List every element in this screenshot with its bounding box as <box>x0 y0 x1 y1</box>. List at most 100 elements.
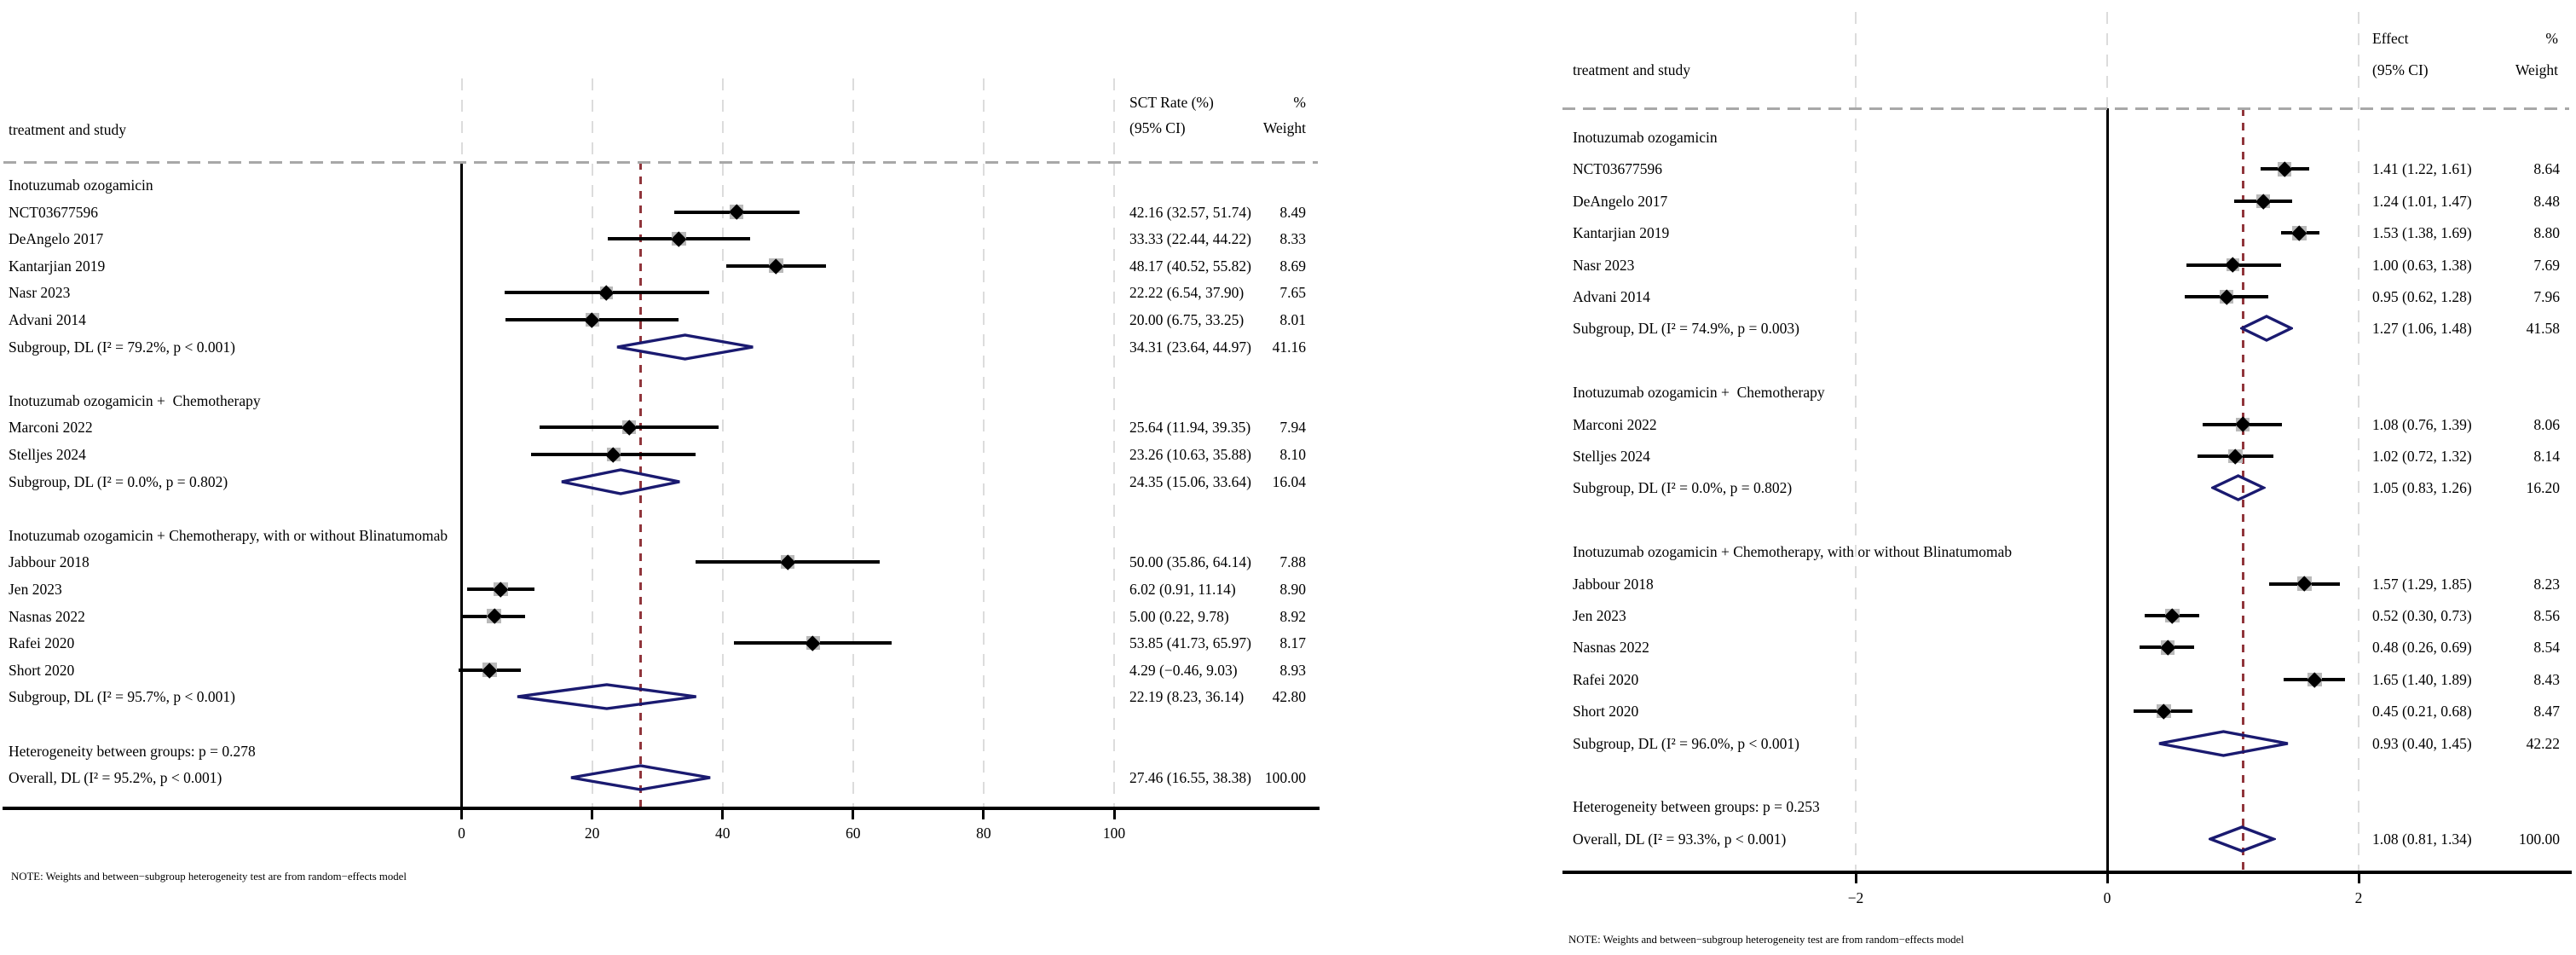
effect-column-header-line1: SCT Rate (%) <box>1129 94 1214 111</box>
study-label: Stelljes 2024 <box>9 446 86 463</box>
ci-value: 33.33 (22.44, 44.22) <box>1129 230 1251 248</box>
axis-tick-label: 40 <box>714 825 731 842</box>
ci-value: 1.65 (1.40, 1.89) <box>2372 670 2472 688</box>
ci-value: 0.52 (0.30, 0.73) <box>2372 607 2472 624</box>
ci-value: 1.53 (1.38, 1.69) <box>2372 224 2472 242</box>
ci-value: 22.22 (6.54, 37.90) <box>1129 284 1245 302</box>
ci-value: 25.64 (11.94, 39.35) <box>1129 419 1251 437</box>
study-label: NCT03677596 <box>9 203 98 221</box>
pooled-diamond <box>2209 474 2267 502</box>
axis-tick <box>721 808 725 819</box>
subgroup-label: Subgroup, DL (I² = 74.9%, p = 0.003) <box>1573 320 1799 338</box>
ci-value: 1.08 (0.76, 1.39) <box>2372 415 2472 433</box>
heterogeneity-label: Heterogeneity between groups: p = 0.253 <box>1573 798 1820 816</box>
group-label: Inotuzumab ozogamicin <box>1573 129 1718 146</box>
header-divider <box>1562 107 2569 110</box>
pooled-diamond <box>615 333 754 361</box>
effect-column-header-line2: (95% CI) <box>2372 61 2429 78</box>
study-label: Nasr 2023 <box>9 284 71 302</box>
ci-value: 0.93 (0.40, 1.45) <box>2372 734 2472 752</box>
study-label: Jabbour 2018 <box>9 553 90 571</box>
gridline <box>1113 78 1115 808</box>
axis-tick <box>982 808 985 819</box>
weight-column-header-line1: % <box>2545 30 2558 47</box>
pooled-diamond <box>560 467 681 495</box>
group-label: Inotuzumab ozogamicin + Chemotherapy, wi… <box>9 526 448 544</box>
study-label: Rafei 2020 <box>1573 670 1639 688</box>
ci-value: 50.00 (35.86, 64.14) <box>1129 553 1251 571</box>
ci-value: 1.24 (1.01, 1.47) <box>2372 192 2472 210</box>
pooled-diamond <box>569 764 712 791</box>
weight-value: 8.93 <box>1279 661 1306 679</box>
study-label: Kantarjian 2019 <box>1573 224 1670 242</box>
x-axis-line <box>3 807 1320 810</box>
ci-value: 1.41 (1.22, 1.61) <box>2372 160 2472 178</box>
effect-column-header-line1: Effect <box>2372 30 2409 47</box>
weight-value: 42.80 <box>1272 688 1306 706</box>
weight-value: 8.64 <box>2533 160 2560 178</box>
ci-value: 23.26 (10.63, 35.88) <box>1129 446 1251 463</box>
weight-value: 8.10 <box>1279 446 1306 463</box>
weight-value: 8.23 <box>2533 575 2560 593</box>
ci-value: 53.85 (41.73, 65.97) <box>1129 634 1251 652</box>
axis-tick-label: 80 <box>976 825 991 842</box>
weight-value: 8.43 <box>2533 670 2560 688</box>
weight-column-header-line2: Weight <box>2515 61 2558 78</box>
gridline <box>1855 12 1857 872</box>
ci-value: 6.02 (0.91, 11.14) <box>1129 581 1236 598</box>
axis-tick <box>1854 872 1857 883</box>
pooled-diamond <box>516 683 698 711</box>
weight-value: 41.58 <box>2526 320 2560 338</box>
weight-value: 16.20 <box>2526 479 2560 497</box>
weight-value: 8.01 <box>1279 311 1306 328</box>
weight-value: 8.54 <box>2533 639 2560 657</box>
ci-value: 1.27 (1.06, 1.48) <box>2372 320 2472 338</box>
study-label: Advani 2014 <box>9 311 86 328</box>
study-label: Advani 2014 <box>1573 288 1650 305</box>
study-label: NCT03677596 <box>1573 160 1662 178</box>
zero-reference-line <box>460 162 463 808</box>
weight-value: 8.47 <box>2533 703 2560 721</box>
axis-tick-label: −2 <box>1847 889 1864 906</box>
weight-value: 8.49 <box>1279 203 1306 221</box>
weight-value: 100.00 <box>2518 830 2560 848</box>
treatment-study-header: treatment and study <box>9 121 127 138</box>
study-label: Rafei 2020 <box>9 634 75 652</box>
ci-value: 22.19 (8.23, 36.14) <box>1129 688 1245 706</box>
study-label: Short 2020 <box>9 661 75 679</box>
effect-column-header-line2: (95% CI) <box>1129 119 1186 136</box>
ci-value: 0.95 (0.62, 1.28) <box>2372 288 2472 305</box>
gridline <box>982 78 985 808</box>
subgroup-label: Subgroup, DL (I² = 79.2%, p < 0.001) <box>9 338 235 356</box>
pooled-diamond <box>2206 825 2279 853</box>
footnote: NOTE: Weights and between−subgroup heter… <box>1568 934 1964 946</box>
weight-value: 42.22 <box>2526 734 2560 752</box>
gridline <box>721 78 724 808</box>
ci-value: 34.31 (23.64, 44.97) <box>1129 338 1251 356</box>
axis-tick <box>852 808 855 819</box>
axis-tick-label: 0 <box>2103 889 2111 906</box>
study-label: Marconi 2022 <box>9 419 93 437</box>
axis-tick <box>2357 872 2360 883</box>
x-axis-line <box>1562 871 2572 874</box>
overall-label: Overall, DL (I² = 95.2%, p < 0.001) <box>9 769 222 787</box>
pooled-diamond <box>2238 315 2296 343</box>
gridline <box>591 78 593 808</box>
weight-value: 7.69 <box>2533 256 2560 274</box>
study-label: DeAngelo 2017 <box>9 230 104 248</box>
pooled-diamond <box>2157 729 2290 757</box>
weight-value: 8.06 <box>2533 415 2560 433</box>
overall-estimate-line <box>2241 108 2244 872</box>
gridline <box>2358 12 2359 872</box>
axis-tick-label: 60 <box>846 825 861 842</box>
weight-value: 8.14 <box>2533 448 2560 465</box>
weight-value: 41.16 <box>1272 338 1306 356</box>
axis-tick-label: 0 <box>458 825 465 842</box>
study-label: Nasnas 2022 <box>1573 639 1649 657</box>
ci-value: 24.35 (15.06, 33.64) <box>1129 472 1251 490</box>
subgroup-label: Subgroup, DL (I² = 95.7%, p < 0.001) <box>9 688 235 706</box>
weight-value: 8.80 <box>2533 224 2560 242</box>
axis-tick-label: 2 <box>2354 889 2363 906</box>
